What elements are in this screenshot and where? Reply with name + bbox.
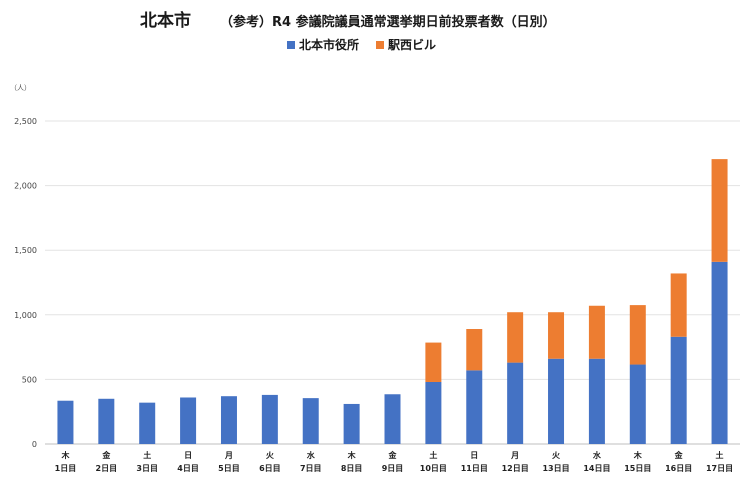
x-category-day: 11日目 [461,464,488,473]
x-category-day: 12日目 [502,464,529,473]
x-category-weekday: 土 [716,450,724,460]
x-category-weekday: 月 [224,451,233,460]
x-category-day: 3日目 [136,464,158,473]
bar-segment-shiyakusho [139,402,156,444]
x-category-weekday: 日 [470,451,478,460]
bar-segment-ekinishi [425,342,442,382]
bar-segment-shiyakusho [425,381,442,444]
x-category-day: 10日目 [420,464,447,473]
x-category-weekday: 土 [429,450,437,460]
x-category-day: 4日目 [177,464,199,473]
bar-segment-shiyakusho [507,362,524,444]
x-category-weekday: 水 [592,450,602,460]
bar-segment-ekinishi [507,312,524,363]
x-category-day: 6日目 [259,464,281,473]
y-tick-label: 2,000 [14,182,37,191]
legend-swatch-ekinishi [376,41,384,49]
y-axis-ticks: 0 500 1,000 1,500 2,000 2,500 [14,117,37,449]
x-category-day: 9日目 [382,464,404,473]
bar-segment-shiyakusho [548,358,565,444]
legend-swatch-shiyakusho [287,41,295,49]
bar-segment-shiyakusho [711,261,728,444]
bar-segment-shiyakusho [98,398,115,444]
bar-segment-ekinishi [466,329,483,371]
bar-segment-shiyakusho [384,394,401,444]
x-axis-categories: 木 1日目 金 2日目 土 3日目 日 4日目 月 5日目 火 6日目 水 7日目 木 8日目 金 9日目 土 10日… [55,450,733,473]
bar-segment-ekinishi [629,305,646,365]
y-tick-label: 1,500 [14,246,37,255]
legend-label-shiyakusho: 北本市役所 [299,37,359,52]
x-category-weekday: 火 [266,451,275,460]
x-category-day: 17日目 [706,464,733,473]
bar-segment-shiyakusho [261,394,278,444]
y-axis-unit-label: （人） [10,84,31,92]
bar-segment-shiyakusho [588,358,605,444]
x-category-weekday: 土 [143,450,151,460]
legend-label-ekinishi: 駅西ビル [387,37,436,52]
x-category-day: 16日目 [665,464,692,473]
bar-segment-shiyakusho [670,336,687,444]
bar-segment-ekinishi [670,273,687,337]
x-category-weekday: 日 [184,451,192,460]
bar-segment-shiyakusho [57,400,74,444]
bar-segment-shiyakusho [343,403,360,444]
y-tick-label: 0 [32,440,37,449]
x-category-weekday: 金 [388,450,398,460]
chart-subtitle: （参考）R4 参議院議員通常選挙期日前投票者数（日別） [220,14,556,30]
bar-segment-shiyakusho [629,364,646,444]
bar-segment-shiyakusho [220,396,237,444]
x-category-day: 1日目 [55,464,77,473]
y-tick-label: 500 [22,375,37,384]
gridlines [45,120,740,445]
bar-segment-ekinishi [711,159,728,262]
y-tick-label: 1,000 [14,311,37,320]
x-category-weekday: 火 [552,451,561,460]
x-category-day: 7日目 [300,464,322,473]
x-category-day: 2日目 [96,464,118,473]
x-category-day: 14日目 [583,464,610,473]
legend: 北本市役所 駅西ビル [287,37,436,52]
bar-segment-ekinishi [548,312,565,359]
x-category-weekday: 木 [347,450,357,460]
bar-segment-shiyakusho [466,370,483,444]
bar-segment-ekinishi [588,305,605,359]
x-category-weekday: 金 [674,450,684,460]
x-category-weekday: 水 [306,450,316,460]
bar-segment-shiyakusho [180,397,197,444]
x-category-day: 15日目 [624,464,651,473]
bars [57,159,728,444]
x-category-day: 13日目 [542,464,569,473]
bar-segment-shiyakusho [302,398,319,444]
x-category-weekday: 金 [101,450,111,460]
x-category-weekday: 木 [60,450,70,460]
chart-title: 北本市 [140,10,191,31]
x-category-weekday: 月 [510,451,519,460]
x-category-weekday: 木 [633,450,643,460]
x-category-day: 8日目 [341,464,363,473]
y-tick-label: 2,500 [14,117,37,126]
x-category-day: 5日目 [218,464,240,473]
